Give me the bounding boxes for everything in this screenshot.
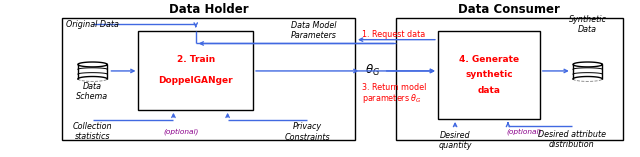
Text: Data Model
Parameters: Data Model Parameters bbox=[291, 21, 337, 40]
Text: synthetic: synthetic bbox=[465, 70, 513, 79]
Polygon shape bbox=[573, 62, 602, 67]
FancyBboxPatch shape bbox=[438, 30, 540, 119]
Text: $\theta_G$: $\theta_G$ bbox=[365, 63, 380, 78]
Text: Collection
statistics: Collection statistics bbox=[73, 122, 113, 141]
Text: (optional): (optional) bbox=[506, 129, 541, 135]
Text: DoppelGANger: DoppelGANger bbox=[159, 76, 233, 85]
Text: data: data bbox=[477, 86, 500, 95]
Text: parameters $\theta_G$: parameters $\theta_G$ bbox=[362, 92, 422, 105]
Polygon shape bbox=[573, 65, 602, 79]
Text: (optional): (optional) bbox=[164, 129, 199, 135]
Text: Data
Schema: Data Schema bbox=[76, 82, 109, 101]
Text: 2. Train: 2. Train bbox=[177, 55, 215, 64]
Text: Privacy
Constraints: Privacy Constraints bbox=[284, 122, 330, 142]
Text: 1. Request data: 1. Request data bbox=[362, 30, 426, 39]
Text: Data Consumer: Data Consumer bbox=[458, 3, 560, 16]
Text: Data Holder: Data Holder bbox=[169, 3, 248, 16]
Text: 4. Generate: 4. Generate bbox=[459, 55, 519, 64]
Text: Desired attribute
distribution: Desired attribute distribution bbox=[538, 130, 605, 149]
Polygon shape bbox=[78, 65, 107, 79]
Text: Desired
quantity: Desired quantity bbox=[438, 131, 472, 150]
Text: Synthetic
Data: Synthetic Data bbox=[569, 15, 607, 34]
Text: 3. Return model: 3. Return model bbox=[362, 83, 426, 92]
Polygon shape bbox=[78, 62, 107, 67]
Text: Original Data: Original Data bbox=[66, 20, 119, 29]
FancyBboxPatch shape bbox=[138, 30, 253, 110]
